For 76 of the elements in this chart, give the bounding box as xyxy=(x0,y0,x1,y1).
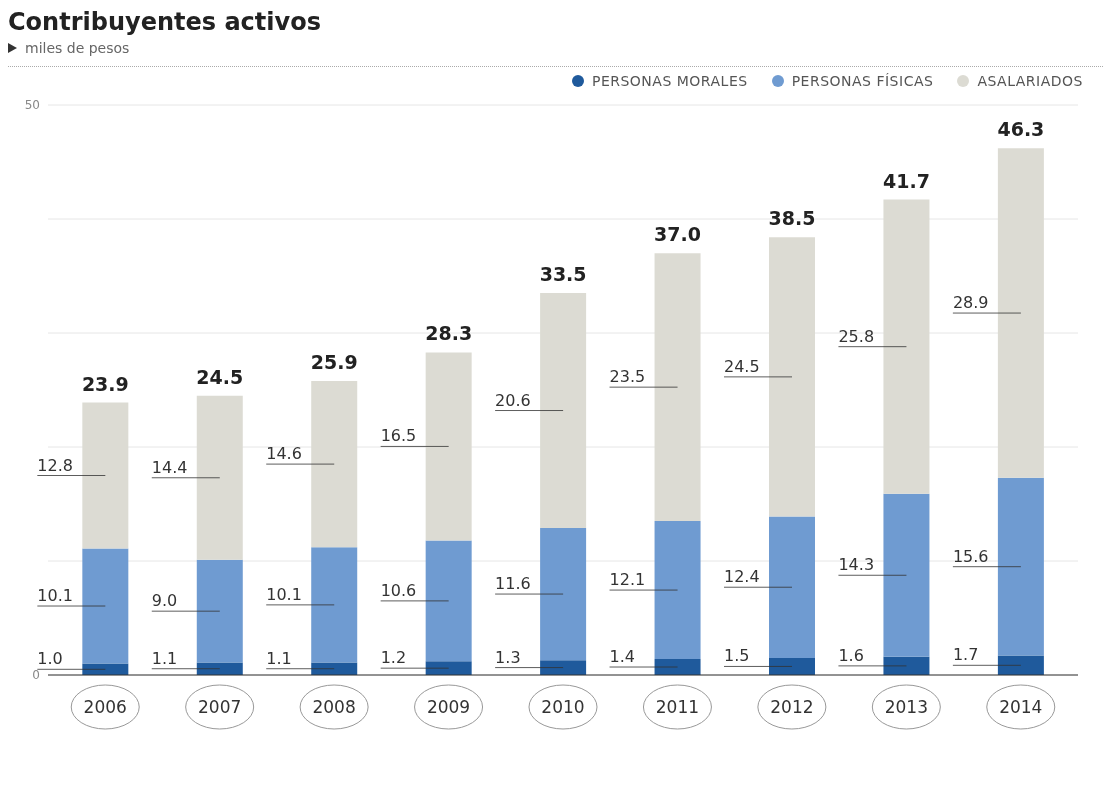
y-tick-label: 50 xyxy=(24,98,40,113)
bar xyxy=(997,477,1044,656)
y-tick-label: 0 xyxy=(32,668,40,683)
total-label: 37.0 xyxy=(654,223,701,246)
bar xyxy=(540,527,587,661)
bar xyxy=(769,657,815,675)
data-label: 16.5 xyxy=(380,426,417,446)
bar xyxy=(997,148,1044,478)
bar xyxy=(311,662,358,675)
x-tick-label: 2011 xyxy=(655,697,700,717)
bar xyxy=(82,548,129,664)
total-label: 41.7 xyxy=(883,169,930,192)
bar xyxy=(654,521,701,660)
bar xyxy=(196,662,243,675)
data-label: 11.6 xyxy=(495,574,531,594)
bar xyxy=(425,540,472,662)
bar xyxy=(769,237,815,517)
total-label: 46.3 xyxy=(997,118,1045,141)
data-label: 14.6 xyxy=(266,444,302,464)
x-tick-label: 2010 xyxy=(541,697,585,717)
data-label: 1.0 xyxy=(37,649,63,669)
data-label: 10.1 xyxy=(266,584,302,604)
bar xyxy=(196,559,243,663)
data-label: 12.4 xyxy=(724,567,760,587)
chart-title: Contribuyentes activos xyxy=(8,8,322,36)
bar xyxy=(540,660,587,675)
x-tick-label: 2008 xyxy=(312,697,356,717)
data-label: 10.6 xyxy=(380,580,417,600)
data-label: 15.6 xyxy=(952,546,989,566)
data-label: 12.1 xyxy=(609,570,646,590)
total-label: 33.5 xyxy=(539,263,587,286)
data-label: 1.3 xyxy=(495,647,521,667)
bar xyxy=(997,655,1044,675)
bar xyxy=(883,199,930,494)
chart-subtitle: miles de pesos xyxy=(24,40,131,56)
bar xyxy=(196,395,243,560)
bar xyxy=(425,352,472,541)
bar xyxy=(311,380,358,548)
data-label: 1.1 xyxy=(151,648,178,668)
data-label: 10.1 xyxy=(37,586,73,606)
data-label: 1.7 xyxy=(952,645,979,665)
bar xyxy=(425,661,472,675)
legend-label: ASALARIADOS xyxy=(976,73,1083,89)
bar xyxy=(883,493,930,657)
data-label: 1.5 xyxy=(724,646,750,666)
legend-label: PERSONAS FÍSICAS xyxy=(790,73,934,89)
x-tick-label: 2012 xyxy=(770,697,814,717)
data-label: 23.5 xyxy=(609,367,646,387)
data-label: 24.5 xyxy=(724,356,760,376)
data-label: 1.6 xyxy=(838,645,864,665)
bar xyxy=(654,253,701,522)
data-label: 25.8 xyxy=(838,326,875,346)
x-tick-label: 2009 xyxy=(426,697,471,717)
data-label: 1.1 xyxy=(266,648,292,668)
total-label: 25.9 xyxy=(310,350,358,373)
total-label: 38.5 xyxy=(768,207,816,230)
data-label: 9.0 xyxy=(151,591,178,611)
data-label: 1.2 xyxy=(380,648,407,668)
legend-label: PERSONAS MORALES xyxy=(590,73,748,89)
data-label: 20.6 xyxy=(495,390,531,410)
x-tick-label: 2013 xyxy=(884,697,928,717)
data-label: 14.3 xyxy=(838,555,875,575)
x-tick-label: 2007 xyxy=(198,697,242,717)
total-label: 23.9 xyxy=(81,372,129,395)
bar xyxy=(540,293,587,528)
data-label: 1.4 xyxy=(609,647,636,667)
bar xyxy=(82,402,129,549)
bar xyxy=(769,516,815,658)
data-label: 28.9 xyxy=(952,293,989,313)
total-label: 28.3 xyxy=(425,322,473,345)
x-tick-label: 2014 xyxy=(999,697,1043,717)
total-label: 24.5 xyxy=(196,365,244,388)
data-label: 12.8 xyxy=(37,455,73,475)
data-label: 14.4 xyxy=(151,457,188,477)
x-tick-label: 2006 xyxy=(83,697,127,717)
bar xyxy=(311,547,358,663)
